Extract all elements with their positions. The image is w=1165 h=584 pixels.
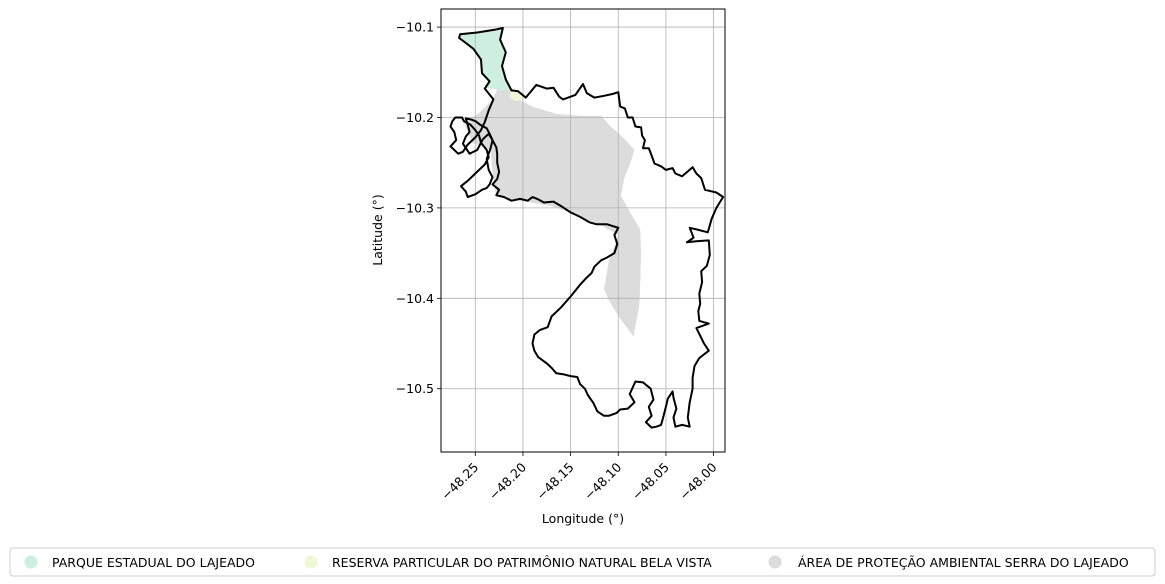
boundary-layer — [449, 27, 725, 429]
area-parque-estadual-do-lajeado — [460, 28, 512, 91]
x-axis-label: Longitude (°) — [542, 511, 624, 526]
y-tick-label: −10.2 — [396, 110, 434, 125]
area-area-de-protecao-ambiental-serra-do-lajeado — [463, 89, 642, 337]
legend-box — [9, 547, 1156, 577]
legend-label-reserva: RESERVA PARTICULAR DO PATRIMÔNIO NATURAL… — [332, 555, 712, 570]
grid-layer — [441, 9, 725, 452]
y-tick-label: −10.1 — [396, 20, 434, 35]
legend-label-parque: PARQUE ESTADUAL DO LAJEADO — [52, 555, 255, 570]
legend-marker-parque — [24, 555, 38, 569]
y-tick-label: −10.3 — [396, 200, 434, 215]
protected-areas-layer — [460, 28, 642, 337]
legend-marker-reserva — [304, 555, 318, 569]
municipality-boundary — [449, 27, 725, 429]
legend: PARQUE ESTADUAL DO LAJEADO RESERVA PARTI… — [9, 547, 1156, 577]
legend-marker-apa — [768, 555, 782, 569]
y-axis-ticks: −10.1 −10.2 −10.3 −10.4 −10.5 — [396, 20, 441, 396]
y-axis-label: Latitude (°) — [370, 194, 385, 265]
y-tick-label: −10.5 — [396, 381, 434, 396]
legend-label-apa: ÁREA DE PROTEÇÃO AMBIENTAL SERRA DO LAJE… — [798, 555, 1129, 570]
y-tick-label: −10.4 — [396, 291, 434, 306]
area-reserva-particular-do-patrimonio-natural-bela-vista — [509, 91, 525, 102]
axes-frame — [440, 8, 726, 453]
plot-area — [440, 8, 726, 453]
